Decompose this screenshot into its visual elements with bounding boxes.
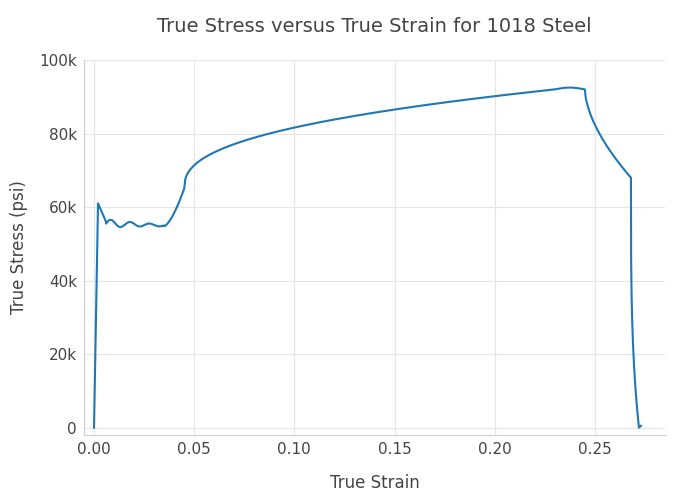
Y-axis label: True Stress (psi): True Stress (psi) [10,180,28,314]
X-axis label: True Strain: True Strain [330,474,419,492]
Title: True Stress versus True Strain for 1018 Steel: True Stress versus True Strain for 1018 … [158,17,592,36]
